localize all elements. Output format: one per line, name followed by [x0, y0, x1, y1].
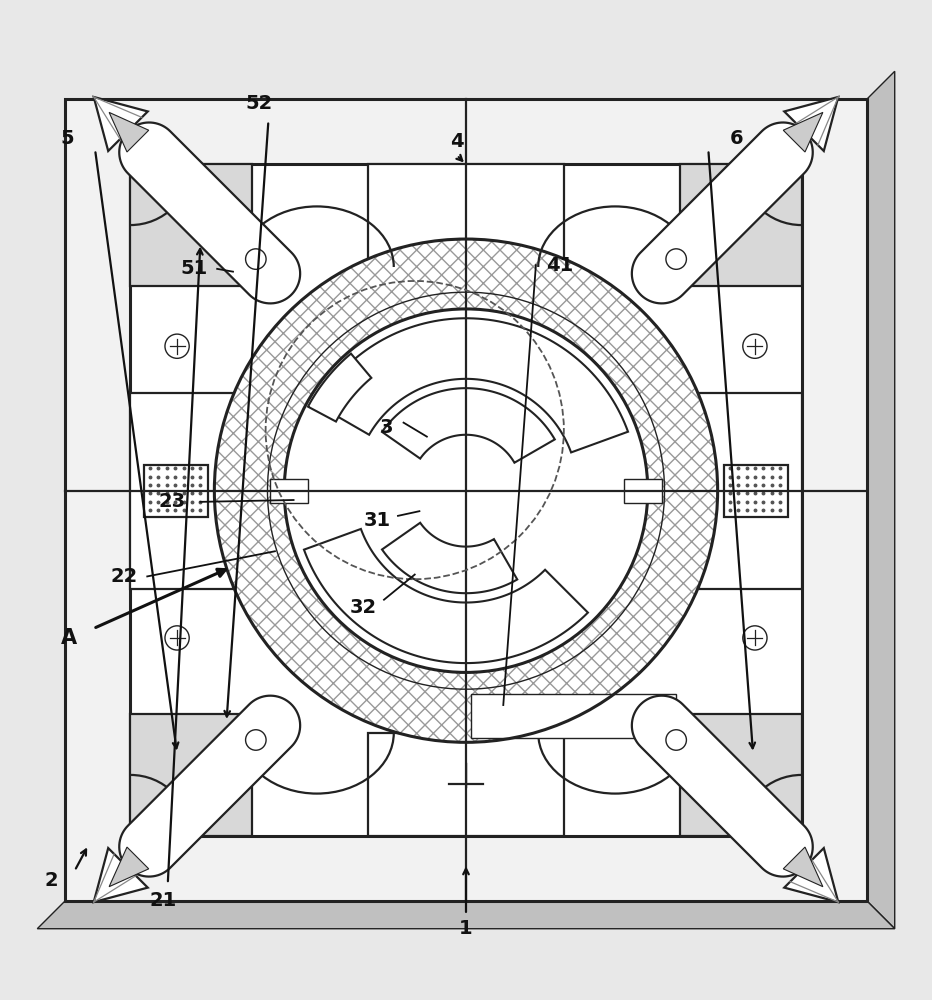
Text: 5: 5: [61, 129, 74, 148]
Polygon shape: [308, 354, 371, 422]
Circle shape: [165, 334, 189, 358]
Polygon shape: [632, 122, 813, 303]
Polygon shape: [109, 112, 149, 152]
Wedge shape: [214, 239, 718, 742]
Polygon shape: [304, 529, 588, 663]
Text: 2: 2: [45, 871, 58, 890]
Polygon shape: [109, 847, 149, 887]
Polygon shape: [119, 122, 300, 303]
Polygon shape: [65, 99, 867, 901]
Text: 1: 1: [459, 919, 473, 938]
Circle shape: [245, 249, 266, 269]
Polygon shape: [784, 848, 838, 902]
Text: 21: 21: [149, 891, 177, 910]
Polygon shape: [119, 696, 300, 877]
Circle shape: [165, 626, 189, 650]
Circle shape: [666, 249, 687, 269]
Circle shape: [284, 309, 648, 672]
Polygon shape: [368, 164, 564, 267]
Polygon shape: [382, 523, 517, 593]
Polygon shape: [471, 694, 676, 738]
Polygon shape: [144, 465, 208, 517]
Circle shape: [743, 626, 767, 650]
Text: 31: 31: [363, 511, 391, 530]
Polygon shape: [724, 465, 788, 517]
Polygon shape: [680, 714, 802, 836]
Text: 3: 3: [380, 418, 393, 437]
Text: 51: 51: [180, 259, 208, 278]
Polygon shape: [699, 393, 802, 589]
Circle shape: [743, 334, 767, 358]
Polygon shape: [94, 848, 148, 902]
Polygon shape: [130, 714, 252, 836]
Polygon shape: [130, 164, 252, 286]
Text: A: A: [62, 628, 77, 648]
Polygon shape: [784, 97, 838, 151]
Polygon shape: [368, 733, 564, 836]
Text: 4: 4: [450, 132, 463, 151]
Polygon shape: [632, 696, 813, 877]
Circle shape: [245, 730, 266, 750]
Text: 6: 6: [730, 129, 743, 148]
Polygon shape: [317, 318, 628, 452]
Text: 23: 23: [158, 492, 186, 511]
Text: 52: 52: [245, 94, 273, 113]
Polygon shape: [783, 112, 823, 152]
Polygon shape: [130, 393, 233, 589]
Polygon shape: [270, 479, 308, 503]
Text: 41: 41: [545, 256, 573, 275]
Polygon shape: [37, 901, 895, 929]
Polygon shape: [783, 847, 823, 887]
Text: 32: 32: [350, 598, 377, 617]
Polygon shape: [382, 388, 555, 463]
Text: 22: 22: [110, 567, 138, 586]
Circle shape: [666, 730, 687, 750]
Polygon shape: [680, 164, 802, 286]
Polygon shape: [624, 479, 662, 503]
Polygon shape: [94, 97, 148, 151]
Polygon shape: [867, 71, 895, 929]
Polygon shape: [130, 164, 802, 836]
